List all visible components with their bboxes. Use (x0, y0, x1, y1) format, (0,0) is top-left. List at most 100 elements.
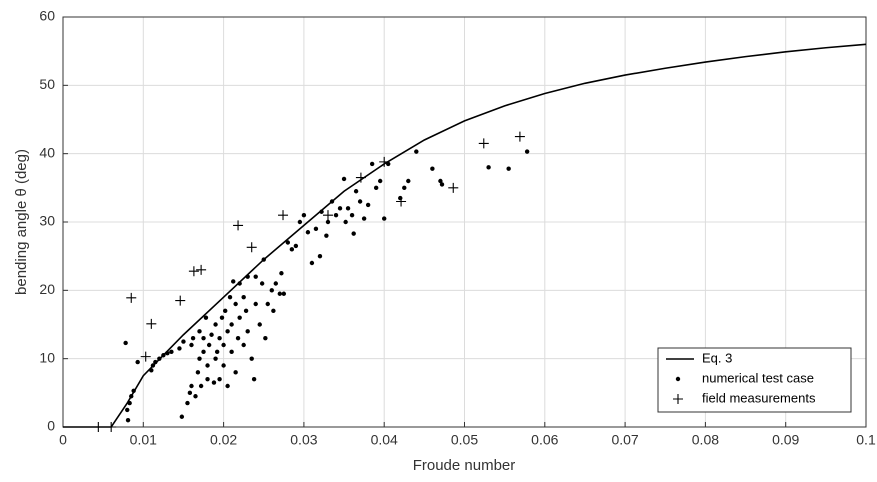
dot-marker (251, 376, 257, 382)
dot-marker (373, 185, 379, 191)
dot-marker (125, 417, 131, 423)
dot-marker (319, 209, 324, 214)
plus-marker (126, 292, 137, 303)
dot-marker (406, 178, 411, 184)
dot-marker (179, 414, 185, 419)
dot-marker (195, 370, 201, 375)
plus-marker (278, 210, 289, 221)
dot-marker (439, 182, 445, 187)
dot-marker (193, 394, 198, 399)
dot-marker (269, 288, 274, 293)
dot-marker (205, 363, 210, 368)
plus-marker (196, 264, 207, 275)
y-tick-label: 20 (39, 281, 55, 297)
dot-marker (225, 383, 230, 389)
dot-marker (263, 335, 268, 341)
dot-marker (398, 195, 403, 201)
x-tick-label: 0.06 (531, 432, 558, 448)
dot-marker (241, 294, 246, 300)
dot-marker (324, 233, 329, 238)
dot-marker (198, 383, 204, 389)
dot-marker (213, 322, 218, 327)
plus-marker (233, 220, 244, 231)
dot-marker (333, 212, 339, 218)
dot-marker (241, 342, 246, 348)
dot-marker (257, 322, 262, 327)
dot-marker (214, 349, 220, 355)
dot-marker (382, 216, 387, 221)
x-tick-label: 0.03 (290, 432, 317, 448)
plot-frame (62, 16, 867, 428)
x-tick-label: 0.01 (130, 432, 157, 448)
plus-marker (146, 318, 157, 329)
dot-marker (190, 335, 196, 341)
dot-marker (201, 335, 206, 341)
dot-marker (161, 353, 166, 358)
dot-marker (245, 329, 250, 334)
dot-marker (506, 166, 511, 171)
dot-marker (229, 349, 234, 355)
dot-marker (217, 376, 222, 382)
dot-marker (235, 335, 241, 341)
dot-marker (237, 281, 242, 286)
dot-marker (201, 349, 206, 355)
dot-marker (279, 271, 284, 276)
dot-marker (253, 274, 258, 279)
dot-marker (309, 260, 315, 266)
x-tick-label: 0 (59, 432, 67, 448)
dot-marker (221, 363, 226, 368)
plus-marker (322, 210, 333, 221)
x-axis-label: Froude number (413, 457, 516, 474)
dot-marker (213, 356, 218, 361)
dot-marker (209, 332, 214, 337)
dot-marker (229, 322, 234, 327)
dot-marker (197, 356, 202, 361)
dot-marker (177, 346, 182, 351)
dot-marker (123, 340, 128, 346)
dot-marker (343, 219, 348, 225)
dot-marker (277, 291, 283, 296)
y-tick-label: 10 (39, 349, 55, 365)
dot-marker (524, 149, 530, 154)
dot-marker (243, 308, 249, 314)
dot-marker (289, 247, 295, 252)
plus-marker (396, 196, 407, 207)
y-tick-label: 30 (39, 213, 55, 229)
dot-marker (675, 376, 681, 382)
plus-marker (93, 422, 104, 432)
dot-marker (297, 219, 303, 225)
dot-marker (217, 335, 222, 341)
dot-marker (233, 370, 238, 375)
dot-marker (265, 301, 270, 307)
dot-marker (203, 315, 209, 320)
dot-marker (181, 339, 186, 344)
dot-marker (169, 349, 174, 355)
plus-marker (246, 242, 257, 253)
y-tick-label: 60 (39, 8, 55, 24)
dot-marker (438, 178, 443, 184)
plus-marker (106, 422, 117, 432)
dot-marker (261, 257, 266, 262)
dot-marker (129, 394, 134, 399)
dot-marker (189, 342, 194, 348)
dot-marker (345, 206, 351, 211)
dot-marker (223, 308, 228, 314)
plus-marker (355, 172, 366, 183)
x-tick-label: 0.1 (856, 432, 876, 448)
dot-marker (365, 202, 371, 208)
x-tick-label: 0.07 (611, 432, 638, 448)
dot-marker (337, 206, 343, 211)
dot-marker (349, 212, 355, 218)
dot-marker (351, 231, 356, 236)
dot-marker (329, 199, 335, 204)
dot-marker (125, 407, 130, 413)
dot-marker (386, 161, 391, 167)
plus-marker (478, 138, 489, 149)
dot-marker (225, 329, 230, 334)
dot-marker (197, 329, 202, 334)
dot-marker (150, 363, 156, 368)
legend-label: numerical test case (702, 370, 814, 385)
dot-marker (317, 253, 323, 259)
dot-marker (227, 294, 233, 300)
